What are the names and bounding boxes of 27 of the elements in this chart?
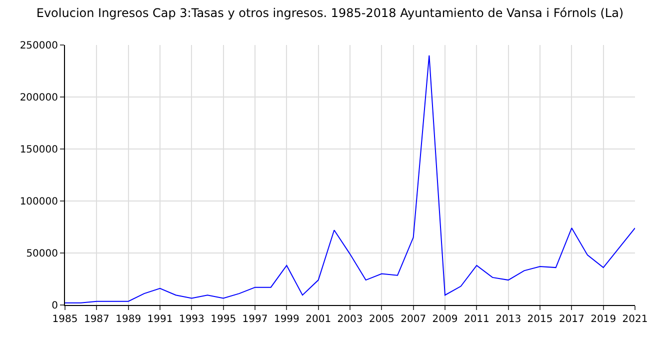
x-tick-label: 1987: [84, 314, 110, 325]
y-tick-label: 250000: [20, 40, 58, 52]
x-tick-label: 2005: [368, 314, 394, 325]
x-tick-label: 2021: [622, 314, 648, 325]
chart-title: Evolucion Ingresos Cap 3:Tasas y otros ingresos. 1985-2018 Ayuntamiento de Vansa i Fórnols (La): [36, 6, 624, 20]
y-tick-label: 50000: [26, 248, 58, 260]
x-tick-label: 2007: [400, 314, 426, 325]
y-tick-label: 150000: [20, 144, 58, 156]
x-tick-label: 1995: [210, 314, 236, 325]
x-tick-label: 2001: [306, 314, 332, 325]
x-tick-label: 2003: [337, 314, 363, 325]
x-tick-label: 2011: [464, 314, 490, 325]
x-tick-label: 1999: [274, 314, 300, 325]
x-tick-label: 2013: [496, 314, 522, 325]
x-tick-label: 2019: [590, 314, 616, 325]
x-tick-label: 2009: [432, 314, 458, 325]
x-tick-label: 1997: [242, 314, 268, 325]
y-tick-label: 200000: [20, 92, 58, 104]
line-series: [65, 54, 635, 304]
x-tick-label: 2017: [558, 314, 584, 325]
x-tick-label: 1985: [52, 314, 78, 325]
x-tick-label: 1989: [116, 314, 142, 325]
x-tick-label: 1991: [147, 314, 173, 325]
y-tick-label: 100000: [20, 196, 58, 208]
x-tick-label: 1993: [178, 314, 204, 325]
x-tick-label: 2015: [527, 314, 553, 325]
y-tick-label: 0: [52, 300, 58, 312]
